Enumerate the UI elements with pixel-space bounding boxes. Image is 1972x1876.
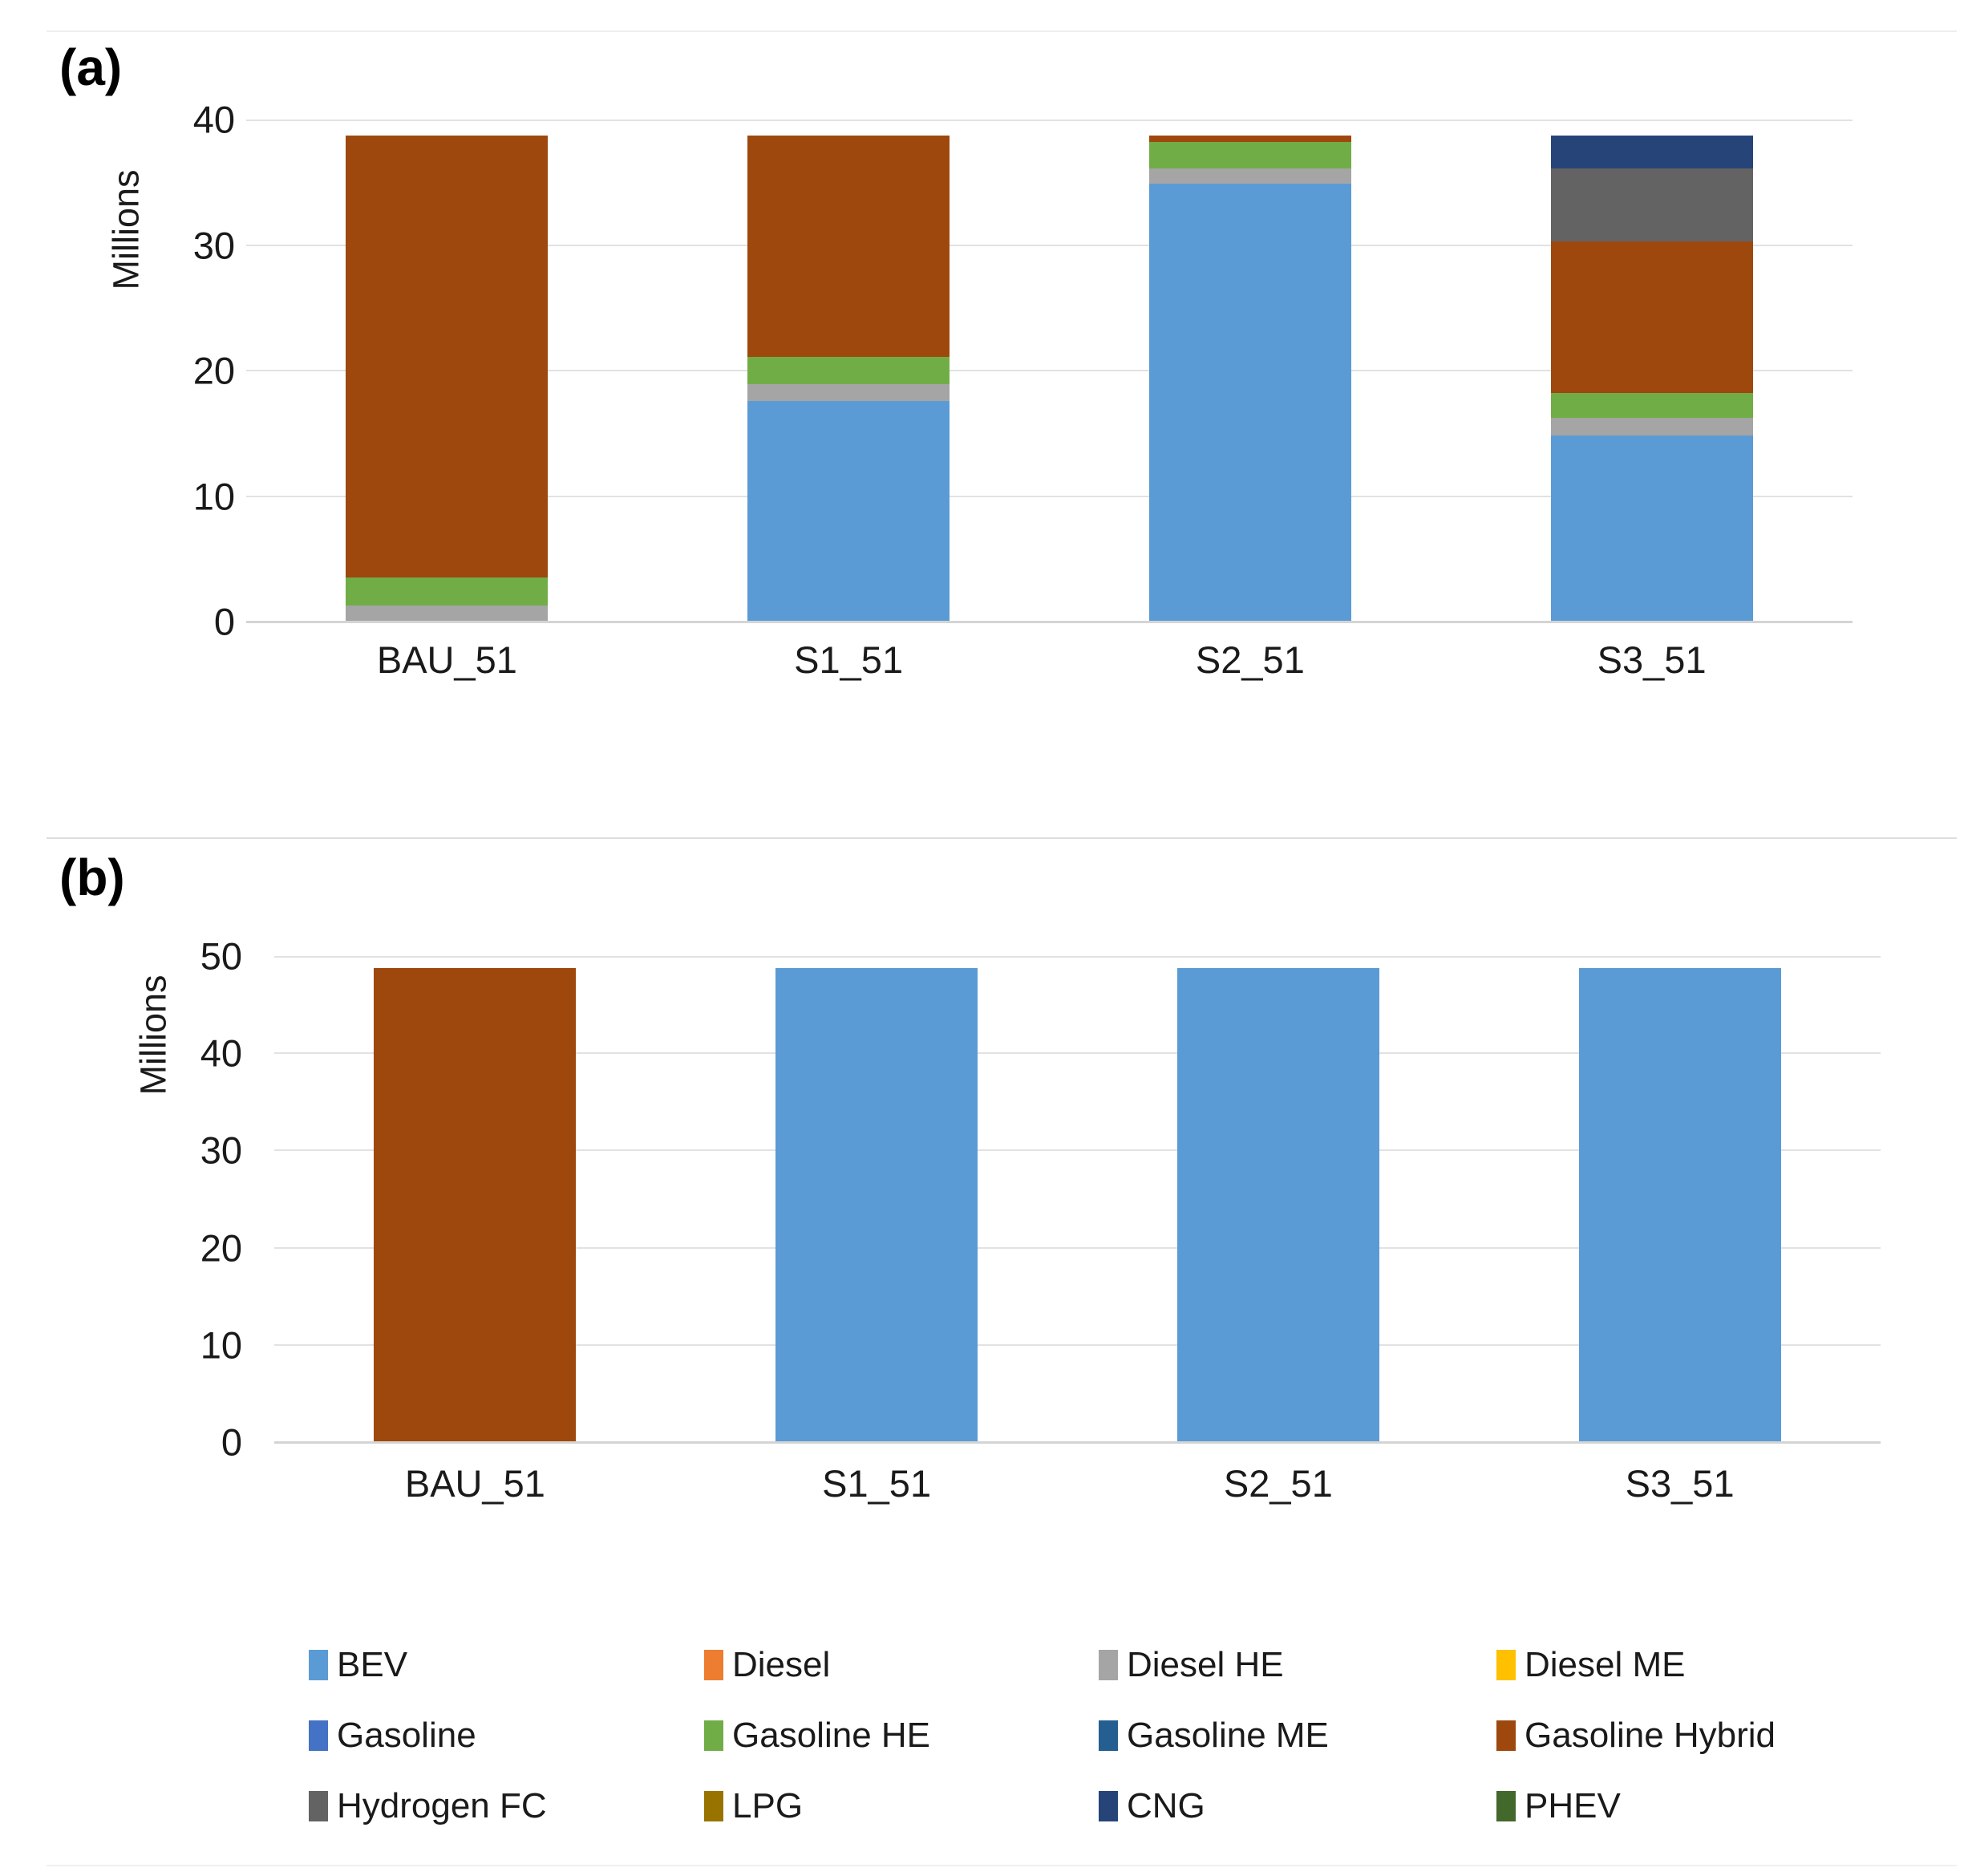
bar-segment-hydrogen-fc <box>1550 168 1753 241</box>
bar-segment-gasoline-he <box>1550 393 1753 419</box>
panel-a-plot-area: 0 10 20 30 40 BAU_51 S1_51 S2_51 S3_51 <box>193 101 1853 679</box>
stacked-bar-S2_51 <box>1176 967 1379 1442</box>
bar-segment-diesel-he <box>747 384 950 401</box>
panel-b-label: (b) <box>59 849 125 906</box>
bar-segment-gasoline-he <box>346 577 549 606</box>
bar-segment-bev <box>1148 183 1351 622</box>
stacked-bar-S2_51 <box>1148 136 1351 622</box>
y-tick-label: 40 <box>192 98 235 141</box>
x-axis-baseline <box>274 1441 1881 1444</box>
x-category-label: S3_51 <box>1597 638 1707 681</box>
y-tick-label: 40 <box>200 1031 242 1075</box>
chart-panel-a: (a) Millions 0 10 20 30 40 BAU_51 S1_51 S2_51 S3… <box>47 30 1957 839</box>
y-tick-label: 20 <box>192 349 235 392</box>
bar-segment-gasoline-he <box>1148 142 1351 169</box>
y-tick-label: 10 <box>192 475 235 517</box>
y-tick-label: 30 <box>192 224 235 266</box>
bar-segment-diesel-he <box>1148 168 1351 184</box>
y-tick-label: 50 <box>200 934 242 978</box>
panel-a-y-axis-title: Millions <box>105 169 147 290</box>
bar-segment-cng <box>1550 136 1753 169</box>
y-gridline <box>274 1149 1881 1152</box>
y-tick-label: 0 <box>213 600 235 643</box>
stacked-bar-BAU_51 <box>374 967 577 1442</box>
panel-b-y-axis-title: Millions <box>132 974 174 1096</box>
y-gridline <box>246 244 1853 246</box>
x-category-label: BAU_51 <box>376 638 517 681</box>
stacked-bar-S3_51 <box>1578 967 1781 1442</box>
bar-segment-gasoline-hybrid <box>747 136 950 357</box>
stacked-bar-BAU_51 <box>346 136 549 622</box>
x-category-label: S2_51 <box>1195 638 1305 681</box>
stacked-bar-S3_51 <box>1550 136 1753 622</box>
y-gridline <box>274 1052 1881 1055</box>
y-gridline <box>274 1343 1881 1346</box>
bar-segment-gasoline-hybrid <box>374 967 577 1442</box>
bar-segment-gasoline-hybrid <box>346 136 549 578</box>
y-gridline <box>274 956 1881 958</box>
bar-segment-gasoline-he <box>747 356 950 385</box>
bar-segment-bev <box>1578 967 1781 1442</box>
x-axis-baseline <box>246 621 1853 623</box>
y-tick-label: 30 <box>200 1128 242 1172</box>
y-gridline <box>246 495 1853 497</box>
bar-segment-diesel-he <box>1550 418 1753 436</box>
y-tick-label: 0 <box>221 1420 242 1464</box>
x-category-label: S2_51 <box>1223 1462 1333 1505</box>
y-tick-label: 20 <box>200 1226 242 1270</box>
bar-segment-bev <box>747 400 950 622</box>
bar-segment-diesel-he <box>346 605 549 622</box>
bar-segment-bev <box>775 967 978 1442</box>
bar-segment-gasoline-hybrid <box>1148 136 1351 143</box>
stacked-bar-S1_51 <box>775 967 978 1442</box>
bar-segment-bev <box>1176 967 1379 1442</box>
y-gridline <box>246 370 1853 371</box>
x-category-label: S1_51 <box>822 1462 932 1505</box>
stacked-bar-S1_51 <box>747 136 950 622</box>
x-category-label: S3_51 <box>1625 1462 1735 1505</box>
chart-panel-b: (b) Millions 0 10 20 30 40 50 BAU_51 S1_51 S2_51… <box>47 836 1957 1866</box>
y-tick-label: 10 <box>200 1323 242 1367</box>
bar-segment-gasoline-hybrid <box>1550 241 1753 394</box>
x-category-label: S1_51 <box>794 638 904 681</box>
bar-segment-bev <box>1550 436 1753 622</box>
y-gridline <box>246 120 1853 121</box>
y-gridline <box>274 1246 1881 1249</box>
x-category-label: BAU_51 <box>404 1462 545 1505</box>
panel-a-label: (a) <box>59 38 123 96</box>
panel-b-plot-area: 0 10 20 30 40 50 BAU_51 S1_51 S2_51 S3_51 <box>200 938 1881 1502</box>
